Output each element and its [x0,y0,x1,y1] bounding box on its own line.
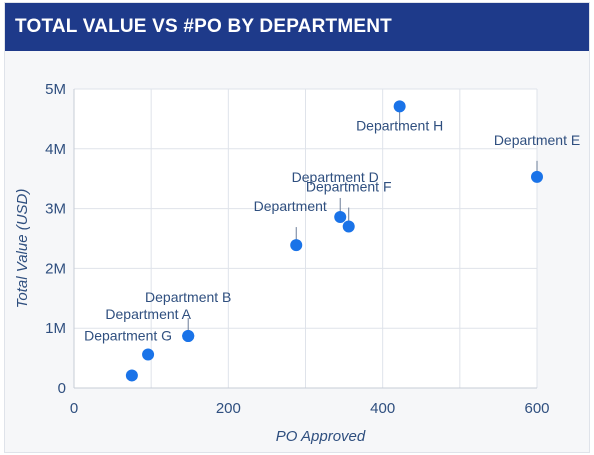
x-tick-label: 400 [370,400,395,417]
y-tick-label: 0 [58,380,66,397]
data-point [393,100,406,113]
data-point [142,348,155,361]
data-point [290,239,303,252]
x-tick-label: 200 [216,400,241,417]
y-tick-label: 5M [45,81,66,98]
data-point [334,210,347,223]
data-point [125,369,138,382]
point-label: Department D [292,169,379,185]
x-tick-label: 0 [70,400,78,417]
x-tick-label: 600 [524,400,549,417]
chart-header: TOTAL VALUE VS #PO BY DEPARTMENT [5,3,589,51]
scatter-plot: 0 200 400 600 0 1M 2M 3M 4M 5M PO Approved Total Va… [14,81,580,445]
point-label: Department G [84,328,172,344]
point-label: Department F [306,179,392,195]
x-axis-title: PO Approved [276,428,366,445]
y-tick-label: 2M [45,260,66,277]
data-point [531,170,543,183]
chart-title: TOTAL VALUE VS #PO BY DEPARTMENT [15,16,392,37]
point-label: Department B [145,289,231,305]
y-tick-label: 3M [45,201,66,218]
data-point [182,329,195,342]
data-point [342,220,355,233]
y-tick-label: 1M [45,320,66,337]
y-tick-label: 4M [45,141,66,158]
point-label: Department E [494,132,580,148]
point-label: Department H [356,117,443,133]
point-label: Department [254,198,327,214]
y-axis-title: Total Value (USD) [14,189,31,309]
point-label: Department A [105,306,191,322]
chart-card: TOTAL VALUE VS #PO BY DEPARTMENT 0 200 400… [4,2,590,453]
